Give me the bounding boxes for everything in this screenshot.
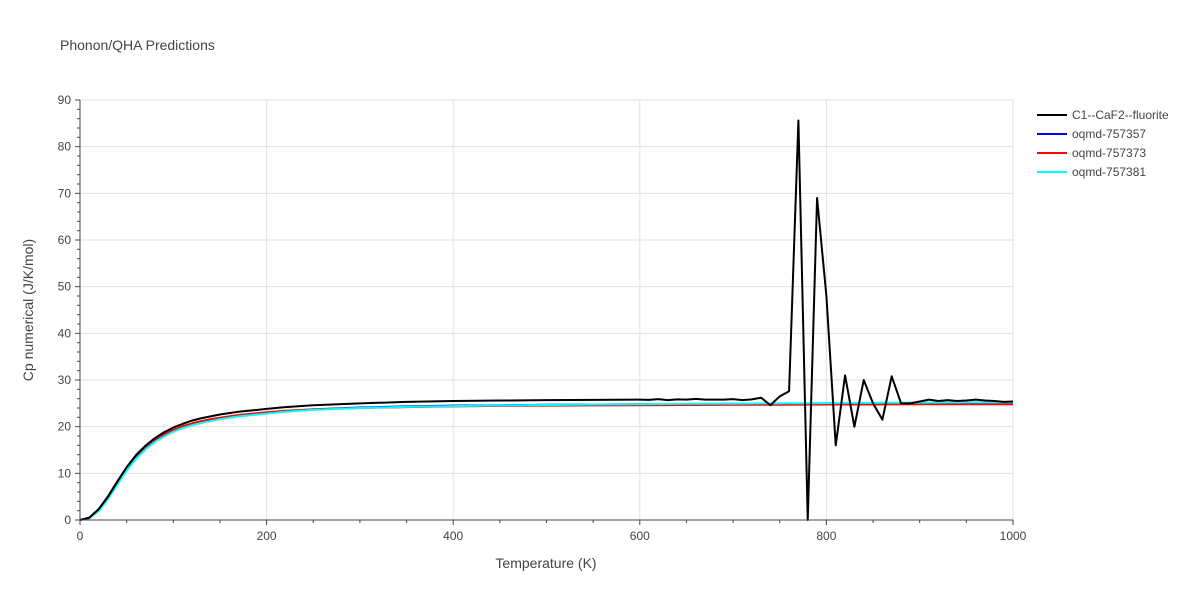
x-tick-label: 400: [443, 529, 463, 543]
grid-layer: [80, 99, 1014, 520]
x-tick-label: 1000: [1000, 529, 1027, 543]
y-tick-label: 10: [58, 466, 72, 480]
axis-layer: 0 200 400 600 800 1000 0 10 20 30 40 50 60 70 80 90: [58, 93, 1027, 543]
y-tick-label: 60: [58, 233, 72, 247]
y-tick-label: 0: [64, 513, 71, 527]
y-tick-label: 70: [58, 186, 72, 200]
y-tick-label: 40: [58, 326, 72, 340]
legend-label: oqmd-757373: [1072, 146, 1146, 160]
x-tick-label: 0: [77, 529, 84, 543]
series-line-1: [79, 119, 1014, 521]
y-tick-label: 50: [58, 280, 72, 294]
y-tick-label: 90: [58, 93, 72, 107]
legend-label: C1--CaF2--fluorite: [1072, 108, 1169, 122]
legend-label: oqmd-757357: [1072, 127, 1146, 141]
x-tick-label: 200: [257, 529, 277, 543]
series-line-3: [79, 403, 1013, 521]
x-tick-label: 800: [816, 529, 836, 543]
y-axis-label: Cp numerical (J/K/mol): [20, 239, 36, 381]
y-tick-label: 20: [58, 420, 72, 434]
x-tick-label: 600: [630, 529, 650, 543]
legend: C1--CaF2--fluorite oqmd-757357 oqmd-757373…: [1037, 108, 1169, 179]
y-tick-label: 30: [58, 373, 72, 387]
series-layer: [79, 119, 1014, 521]
y-tick-label: 80: [58, 140, 72, 154]
series-line-4: [79, 401, 1013, 521]
legend-label: oqmd-757381: [1072, 165, 1146, 179]
series-line-2: [79, 401, 1013, 521]
x-axis-label: Temperature (K): [495, 555, 596, 571]
chart-title: Phonon/QHA Predictions: [60, 37, 215, 53]
